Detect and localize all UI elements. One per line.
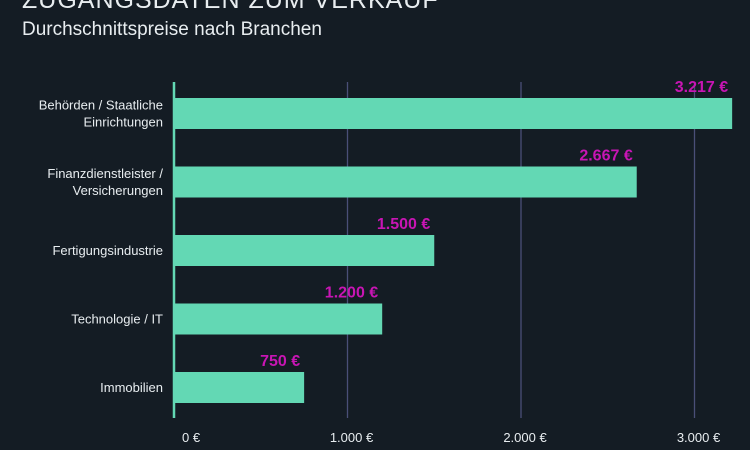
value-label: 1.200 € <box>325 285 378 302</box>
chart-title: ZUGANGSDATEN ZUM VERKAUF <box>22 0 439 14</box>
value-label: 2.667 € <box>579 148 632 165</box>
bar <box>174 235 435 266</box>
bar <box>174 372 305 403</box>
category-label: Technologie / IT <box>71 312 163 327</box>
x-tick-label: 2.000 € <box>503 430 547 445</box>
value-label: 3.217 € <box>675 79 728 96</box>
value-label: 750 € <box>260 353 300 370</box>
x-tick-label: 1.000 € <box>330 430 374 445</box>
category-label: Immobilien <box>100 380 163 395</box>
category-label: Finanzdienstleister / Versicherungen <box>47 166 163 198</box>
bar <box>174 98 733 129</box>
bar <box>174 303 383 335</box>
chart-subtitle: Durchschnittspreise nach Branchen <box>22 19 322 40</box>
category-label: Fertigungsindustrie <box>52 243 163 258</box>
x-tick-label: 3.000 € <box>677 430 721 445</box>
x-tick-label: 0 € <box>182 430 201 445</box>
value-label: 1.500 € <box>377 216 430 233</box>
bar <box>174 166 637 198</box>
category-label: Behörden / Staatliche Einrichtungen <box>39 98 163 130</box>
